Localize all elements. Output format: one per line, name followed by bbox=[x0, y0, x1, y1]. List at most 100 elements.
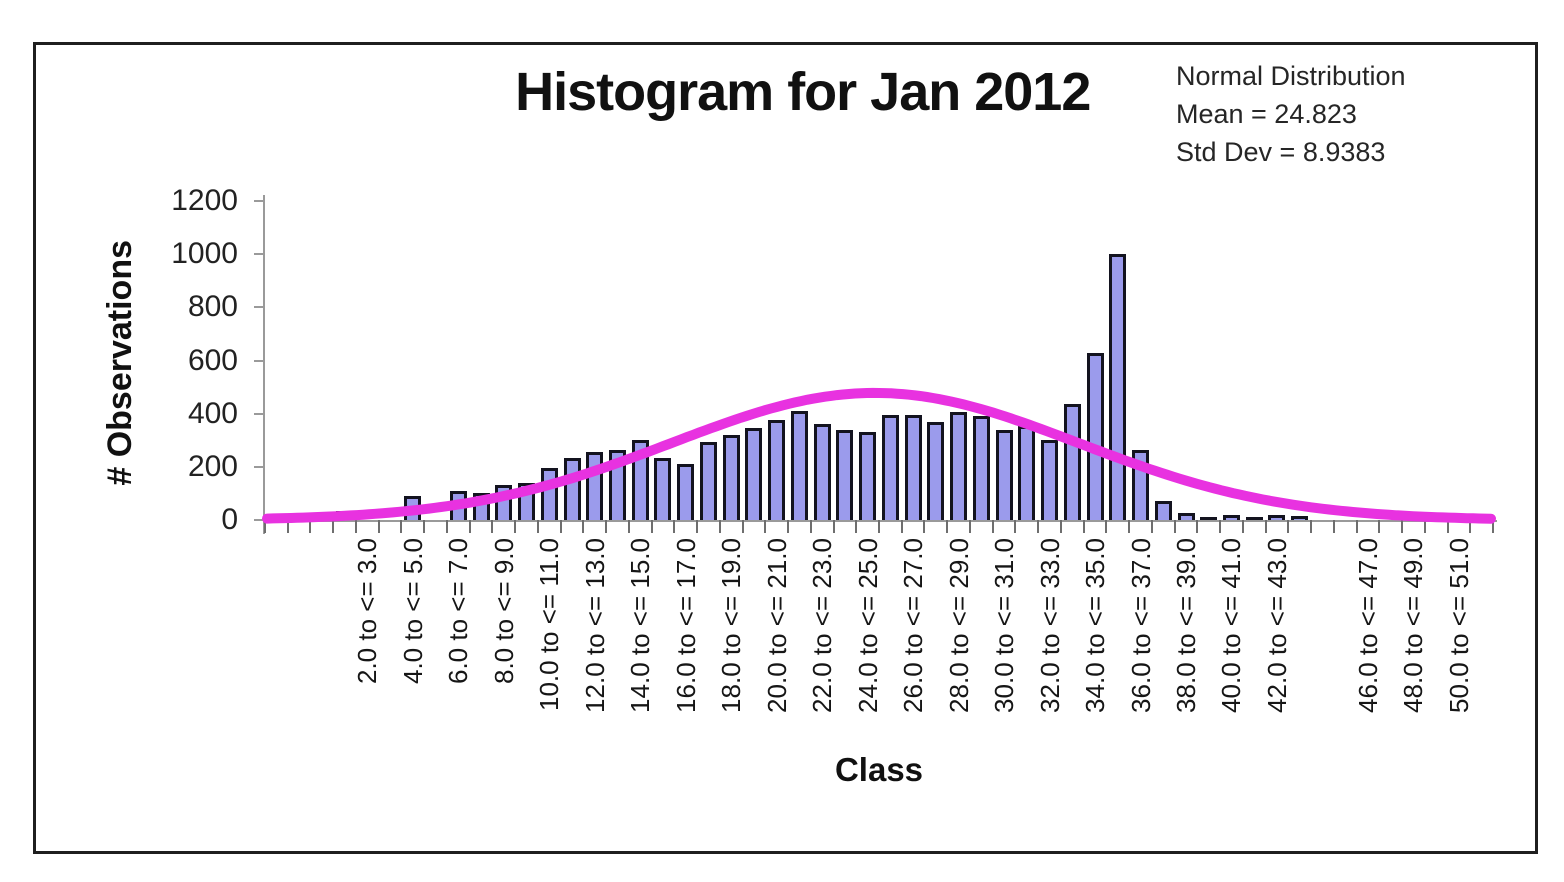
x-tick-label: 2.0 to <= 3.0 bbox=[352, 538, 383, 685]
histogram-bar bbox=[1086, 352, 1104, 520]
x-axis-tick bbox=[787, 520, 790, 533]
x-tick-label: 40.0 to <= 41.0 bbox=[1216, 538, 1247, 713]
x-axis-tick bbox=[423, 520, 426, 533]
x-tick-label: 4.0 to <= 5.0 bbox=[397, 538, 428, 685]
x-axis-tick bbox=[1241, 520, 1244, 533]
x-tick-label: 46.0 to <= 47.0 bbox=[1352, 538, 1383, 713]
x-axis-tick bbox=[718, 520, 721, 533]
x-tick-label: 34.0 to <= 35.0 bbox=[1080, 538, 1111, 713]
y-axis-tick bbox=[254, 253, 264, 256]
x-axis-tick bbox=[309, 520, 312, 533]
x-axis-tick bbox=[946, 520, 949, 533]
x-axis-tick bbox=[855, 520, 858, 533]
histogram-bar bbox=[654, 457, 672, 520]
y-tick-label: 1000 bbox=[171, 237, 238, 271]
y-axis-tick bbox=[254, 519, 264, 521]
x-tick-label: 12.0 to <= 13.0 bbox=[579, 538, 610, 713]
x-axis-tick bbox=[1150, 520, 1153, 533]
y-axis-tick bbox=[254, 200, 264, 202]
histogram-bar bbox=[1041, 440, 1059, 520]
x-tick-label: 24.0 to <= 25.0 bbox=[852, 538, 883, 713]
histogram-bar bbox=[927, 421, 945, 520]
x-axis-tick bbox=[377, 520, 380, 533]
x-tick-label: 16.0 to <= 17.0 bbox=[670, 538, 701, 713]
histogram-bar bbox=[1291, 516, 1309, 520]
legend-line-mean: Mean = 24.823 bbox=[1176, 99, 1357, 129]
x-axis-title: Class bbox=[834, 751, 924, 788]
y-tick-label: 1200 bbox=[171, 184, 238, 217]
y-tick-label: 400 bbox=[187, 396, 238, 430]
x-axis-tick bbox=[650, 520, 653, 533]
x-axis-tick bbox=[1128, 520, 1131, 533]
x-axis-tick bbox=[673, 520, 676, 533]
x-axis-tick bbox=[1287, 520, 1290, 533]
x-axis-tick bbox=[878, 520, 880, 533]
histogram-bar bbox=[1200, 517, 1218, 521]
x-axis-tick bbox=[1264, 520, 1267, 533]
histogram-bar bbox=[722, 434, 740, 520]
x-axis-tick bbox=[900, 520, 903, 533]
histogram-bar bbox=[790, 411, 808, 520]
y-axis-tick bbox=[254, 306, 264, 309]
histogram-bar bbox=[1063, 404, 1081, 520]
x-axis-tick bbox=[968, 520, 971, 533]
x-axis-tick bbox=[264, 520, 266, 533]
histogram-bar bbox=[995, 429, 1013, 520]
x-axis-line bbox=[263, 520, 1497, 522]
x-axis-tick bbox=[559, 520, 562, 533]
x-axis-tick bbox=[445, 520, 448, 533]
y-tick-label: 800 bbox=[187, 290, 238, 324]
histogram-bar bbox=[677, 464, 695, 520]
x-axis-tick bbox=[1082, 520, 1085, 533]
x-tick-label: 8.0 to <= 9.0 bbox=[488, 538, 519, 685]
legend-line-title: Normal Distribution bbox=[1176, 61, 1406, 91]
plot-area: 0 200 400 600 800 1000 1200 2.0 to <= 3.0 4.0 to… bbox=[171, 184, 1497, 713]
chart-frame: Histogram for Jan 2012 Normal Distributi… bbox=[33, 42, 1538, 854]
x-tick-label: 38.0 to <= 39.0 bbox=[1171, 538, 1201, 713]
histogram-bar bbox=[813, 424, 831, 520]
histogram-bar bbox=[836, 429, 854, 520]
x-tick-label: 10.0 to <= 11.0 bbox=[534, 538, 565, 711]
x-axis-tick bbox=[832, 520, 835, 533]
x-axis-tick bbox=[809, 520, 812, 533]
x-axis-tick bbox=[354, 520, 357, 533]
x-tick-label: 50.0 to <= 51.0 bbox=[1443, 538, 1474, 713]
x-axis-tick bbox=[491, 520, 494, 533]
x-axis-tick bbox=[468, 520, 471, 533]
histogram-bar bbox=[745, 428, 763, 520]
x-axis-tick bbox=[627, 520, 630, 533]
chart-title: Histogram for Jan 2012 bbox=[515, 62, 1091, 122]
histogram-bar bbox=[950, 412, 968, 520]
y-axis-tick bbox=[254, 412, 264, 415]
histogram-bar bbox=[904, 414, 922, 520]
histogram-bar bbox=[1268, 514, 1286, 520]
histogram-bar bbox=[1154, 501, 1172, 520]
normal-distribution-legend: Normal Distribution Mean = 24.823 Std De… bbox=[1176, 57, 1406, 171]
x-tick-label: 22.0 to <= 23.0 bbox=[807, 538, 838, 713]
x-tick-label: 36.0 to <= 37.0 bbox=[1125, 538, 1156, 713]
x-axis-tick bbox=[536, 520, 539, 533]
x-axis-tick bbox=[286, 520, 289, 533]
y-tick-label: 200 bbox=[187, 449, 238, 483]
x-axis-tick bbox=[1059, 520, 1062, 533]
y-axis-line bbox=[263, 195, 265, 534]
x-axis-tick bbox=[1423, 520, 1426, 533]
x-axis-tick bbox=[1173, 520, 1176, 533]
x-axis-tick bbox=[1378, 520, 1381, 533]
x-tick-label: 20.0 to <= 21.0 bbox=[761, 538, 792, 713]
x-axis-tick bbox=[991, 520, 994, 533]
histogram-bar bbox=[1222, 514, 1240, 520]
x-axis-tick bbox=[764, 520, 767, 533]
x-tick-label: 26.0 to <= 27.0 bbox=[898, 538, 929, 713]
histogram-bar bbox=[1177, 513, 1195, 520]
x-axis-tick bbox=[1310, 520, 1313, 533]
normal-curve-path bbox=[262, 387, 1496, 524]
x-tick-label: 32.0 to <= 33.0 bbox=[1034, 538, 1065, 713]
x-tick-label: 42.0 to <= 43.0 bbox=[1261, 538, 1292, 713]
x-axis-tick bbox=[605, 520, 608, 533]
x-axis-tick bbox=[1446, 520, 1449, 533]
legend-line-stddev: Std Dev = 8.9383 bbox=[1176, 137, 1386, 167]
x-axis-tick bbox=[1332, 520, 1335, 533]
normal-curve bbox=[262, 387, 1496, 524]
